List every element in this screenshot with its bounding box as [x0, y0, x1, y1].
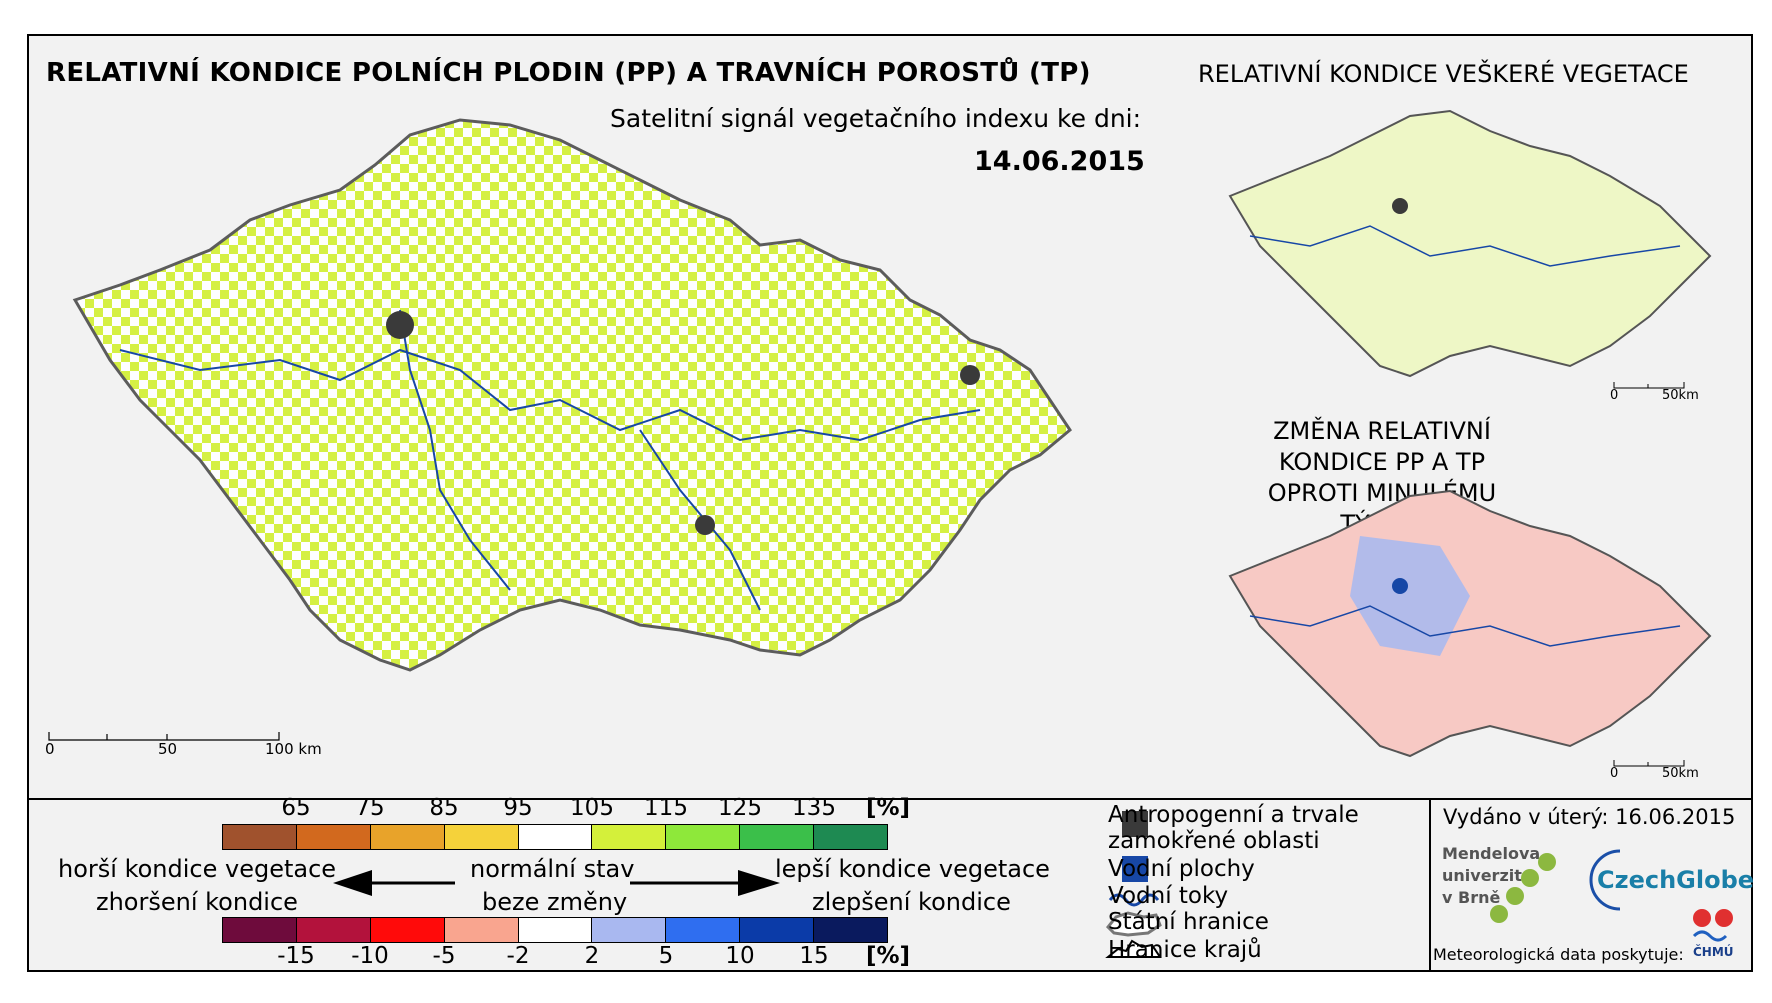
legend-region-border: Hranice krajů	[1108, 937, 1262, 963]
czech-republic-outline	[72, 118, 1072, 672]
ramp-swatch	[370, 918, 445, 942]
state-border-icon	[1105, 911, 1162, 937]
normal-label-2: beze změny	[482, 888, 628, 916]
map-title: RELATIVNÍ KONDICE POLNÍCH PLODIN (PP) A …	[46, 58, 1091, 88]
ramp-swatch	[740, 825, 815, 849]
ramp-tick-label: -5	[432, 943, 456, 969]
ramp-tick-label: 10	[725, 943, 755, 969]
ramp-swatch	[666, 825, 741, 849]
issued-date: Vydáno v úterý: 16.06.2015	[1443, 805, 1736, 829]
main-map	[72, 118, 1072, 672]
ramp-tick-label: -2	[506, 943, 530, 969]
ramp-swatch	[592, 918, 667, 942]
worse-label-2: zhoršení kondice	[96, 888, 298, 916]
ramp-tick-label: -10	[351, 943, 389, 969]
ramp-tick-label: 135	[792, 795, 836, 821]
ramp-tick-label: 15	[799, 943, 829, 969]
better-label-2: zlepšení kondice	[812, 888, 1011, 916]
anthropogenic-area-icon	[1122, 811, 1148, 837]
ramp-swatch	[223, 825, 297, 849]
region-border-icon	[1105, 939, 1162, 958]
mendel-dots-logo	[1490, 853, 1556, 923]
legend-rivers: Vodní toky	[1108, 883, 1229, 909]
ramp-swatch	[666, 918, 741, 942]
ramp-swatch	[518, 825, 593, 849]
ramp-tick-label: 125	[718, 795, 762, 821]
change-unit: [%]	[866, 943, 911, 969]
ramp-tick-label: 5	[658, 943, 674, 969]
ramp-swatch	[814, 918, 888, 942]
condition-color-ramp	[222, 824, 888, 850]
worse-label-1: horší kondice vegetace	[58, 855, 337, 883]
ramp-swatch	[444, 825, 519, 849]
czechglobe-logo: CzechGlobe	[1597, 866, 1755, 894]
ramp-tick-label: 2	[584, 943, 600, 969]
credits-divider	[1429, 800, 1431, 972]
ramp-swatch	[370, 825, 445, 849]
condition-unit: [%]	[866, 795, 911, 821]
better-label-1: lepší kondice vegetace	[775, 855, 1050, 883]
map-subtitle: Satelitní signál vegetačního indexu ke d…	[610, 104, 1142, 133]
change-color-ramp	[222, 917, 888, 943]
legend-state-border: Státní hranice	[1108, 909, 1269, 935]
normal-label-1: normální stav	[470, 855, 635, 883]
ostrava-urban	[960, 365, 980, 385]
czechglobe-arc-logo	[1589, 849, 1621, 911]
inset-top-map	[1228, 109, 1712, 378]
ramp-tick-label: -15	[277, 943, 315, 969]
ramp-tick-label: 75	[355, 795, 385, 821]
brno-urban	[695, 515, 715, 535]
ramp-tick-label: 115	[644, 795, 688, 821]
legend-water-areas: Vodní plochy	[1108, 856, 1255, 882]
map-date: 14.06.2015	[974, 146, 1145, 177]
legend-anthropogenic: Antropogenní a trvale zamokřené oblasti	[1108, 802, 1359, 854]
chmu-logo: ČHMÚ	[1693, 945, 1734, 959]
water-area-icon	[1122, 856, 1148, 882]
praha-urban	[386, 311, 414, 339]
inset-bottom-map	[1228, 489, 1712, 758]
mendel-university-logo: Mendelova univerzita v Brně	[1442, 844, 1541, 907]
ramp-swatch	[518, 918, 593, 942]
ramp-swatch	[223, 918, 297, 942]
ramp-swatch	[814, 825, 888, 849]
ramp-swatch	[444, 918, 519, 942]
ramp-tick-label: 85	[429, 795, 459, 821]
ramp-swatch	[296, 825, 371, 849]
ramp-swatch	[592, 825, 667, 849]
arrow-left-icon	[333, 870, 455, 896]
arrow-right-icon	[630, 870, 780, 896]
chmu-logo-icon	[1692, 909, 1733, 942]
ramp-tick-label: 105	[570, 795, 614, 821]
river-line-icon	[1108, 893, 1160, 907]
legend-divider	[27, 798, 1753, 800]
ramp-swatch	[740, 918, 815, 942]
ramp-swatch	[296, 918, 371, 942]
ramp-tick-label: 95	[503, 795, 533, 821]
meteo-credit: Meteorologická data poskytuje:	[1433, 945, 1684, 964]
inset-top-title: RELATIVNÍ KONDICE VEŠKERÉ VEGETACE	[1198, 60, 1689, 88]
ramp-tick-label: 65	[281, 795, 311, 821]
